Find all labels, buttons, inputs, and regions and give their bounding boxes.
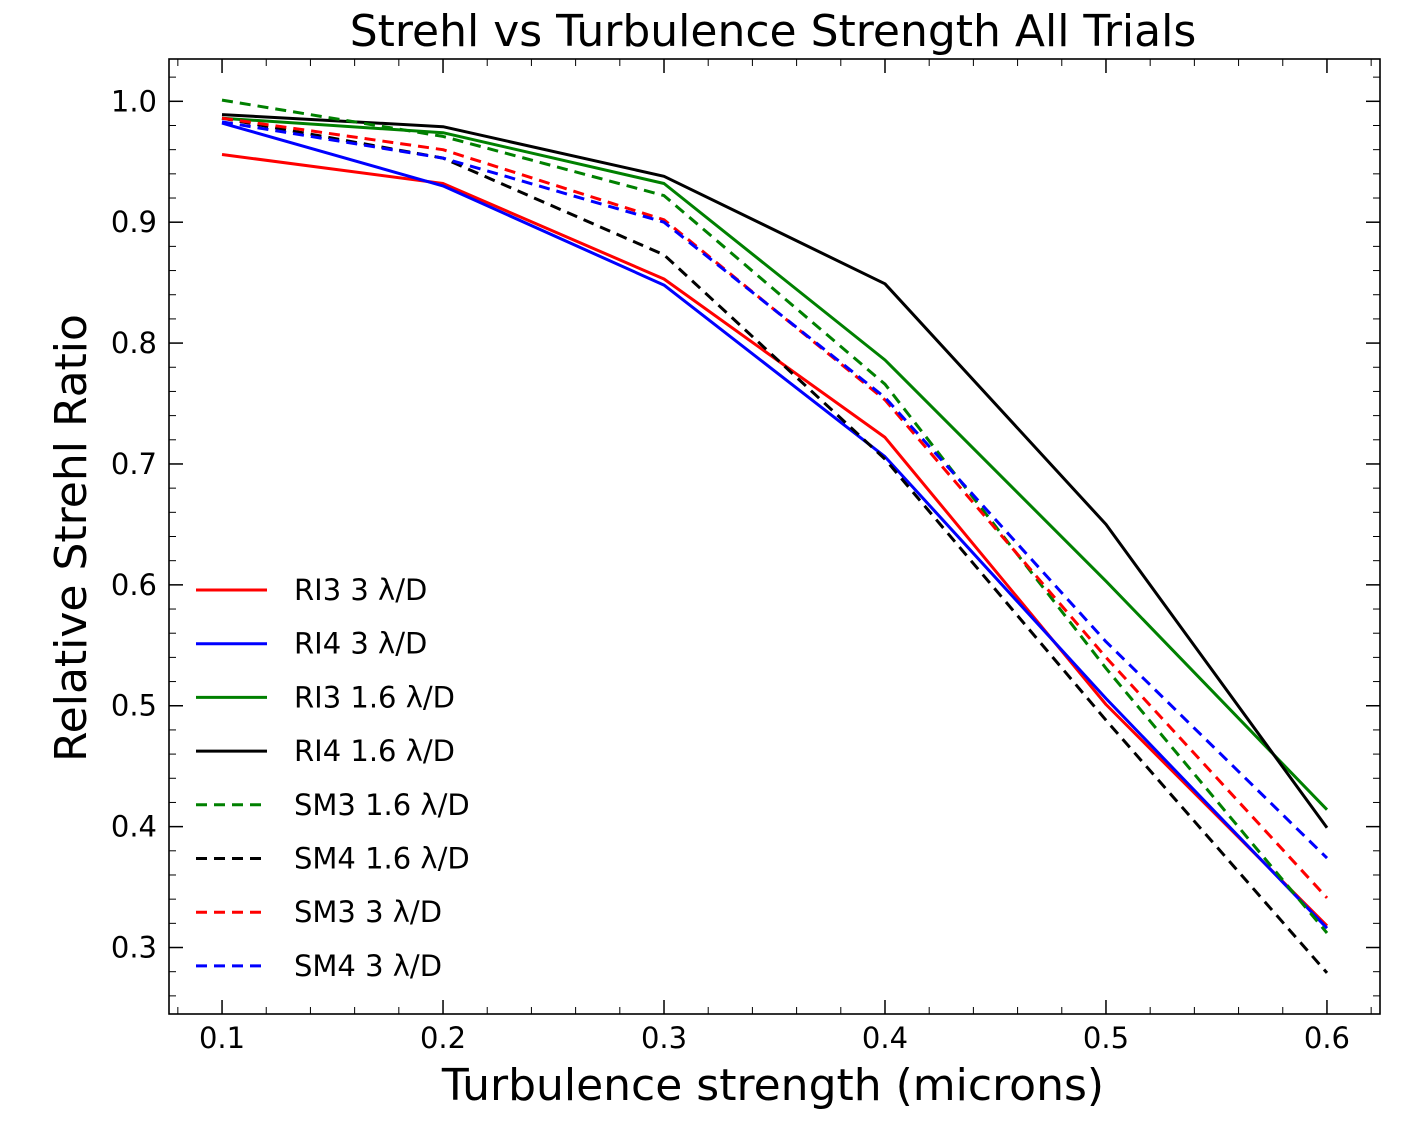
x-tick-label: 0.5: [1083, 1021, 1129, 1055]
y-tick-label: 0.9: [111, 205, 157, 239]
y-tick-label: 0.4: [111, 810, 157, 844]
y-tick-label: 0.6: [111, 568, 157, 602]
series-line-7: [221, 116, 1329, 899]
y-tick-label: 0.5: [111, 689, 157, 723]
y-tick-label: 0.8: [111, 326, 157, 360]
legend-label: RI3 1.6 λ/D: [294, 680, 455, 714]
legend-label: RI3 3 λ/D: [294, 573, 427, 607]
series-line-8: [221, 120, 1329, 860]
legend-label: SM4 1.6 λ/D: [294, 842, 470, 876]
legend-label: RI4 3 λ/D: [294, 627, 427, 661]
legend-label: SM4 3 λ/D: [294, 949, 442, 983]
x-tick-label: 0.3: [641, 1021, 687, 1055]
series-line-2: [221, 121, 1329, 930]
legend-label: RI4 1.6 λ/D: [294, 734, 455, 768]
y-tick-label: 0.7: [111, 447, 157, 481]
series-line-5: [221, 98, 1329, 934]
x-axis-label: Turbulence strength (microns): [441, 1060, 1104, 1111]
x-tick-label: 0.2: [420, 1021, 466, 1055]
y-tick-label: 0.3: [111, 931, 157, 965]
legend-label: SM3 1.6 λ/D: [294, 788, 470, 822]
chart-title: Strehl vs Turbulence Strength All Trials: [350, 6, 1197, 57]
y-tick-label: 1.0: [111, 84, 157, 118]
x-tick-label: 0.4: [862, 1021, 908, 1055]
legend-label: SM3 3 λ/D: [294, 895, 442, 929]
plot-area: 0.1 0.2 0.3 0.4 0.5 0.6 0.3 0.4 0.5 0.6 0.7 0.8 0.9 1…: [111, 58, 1381, 1055]
x-tick-label: 0.1: [199, 1021, 245, 1055]
x-tick-label: 0.6: [1304, 1021, 1350, 1055]
y-axis-label: Relative Strehl Ratio: [46, 314, 97, 762]
series-line-4: [221, 113, 1329, 829]
